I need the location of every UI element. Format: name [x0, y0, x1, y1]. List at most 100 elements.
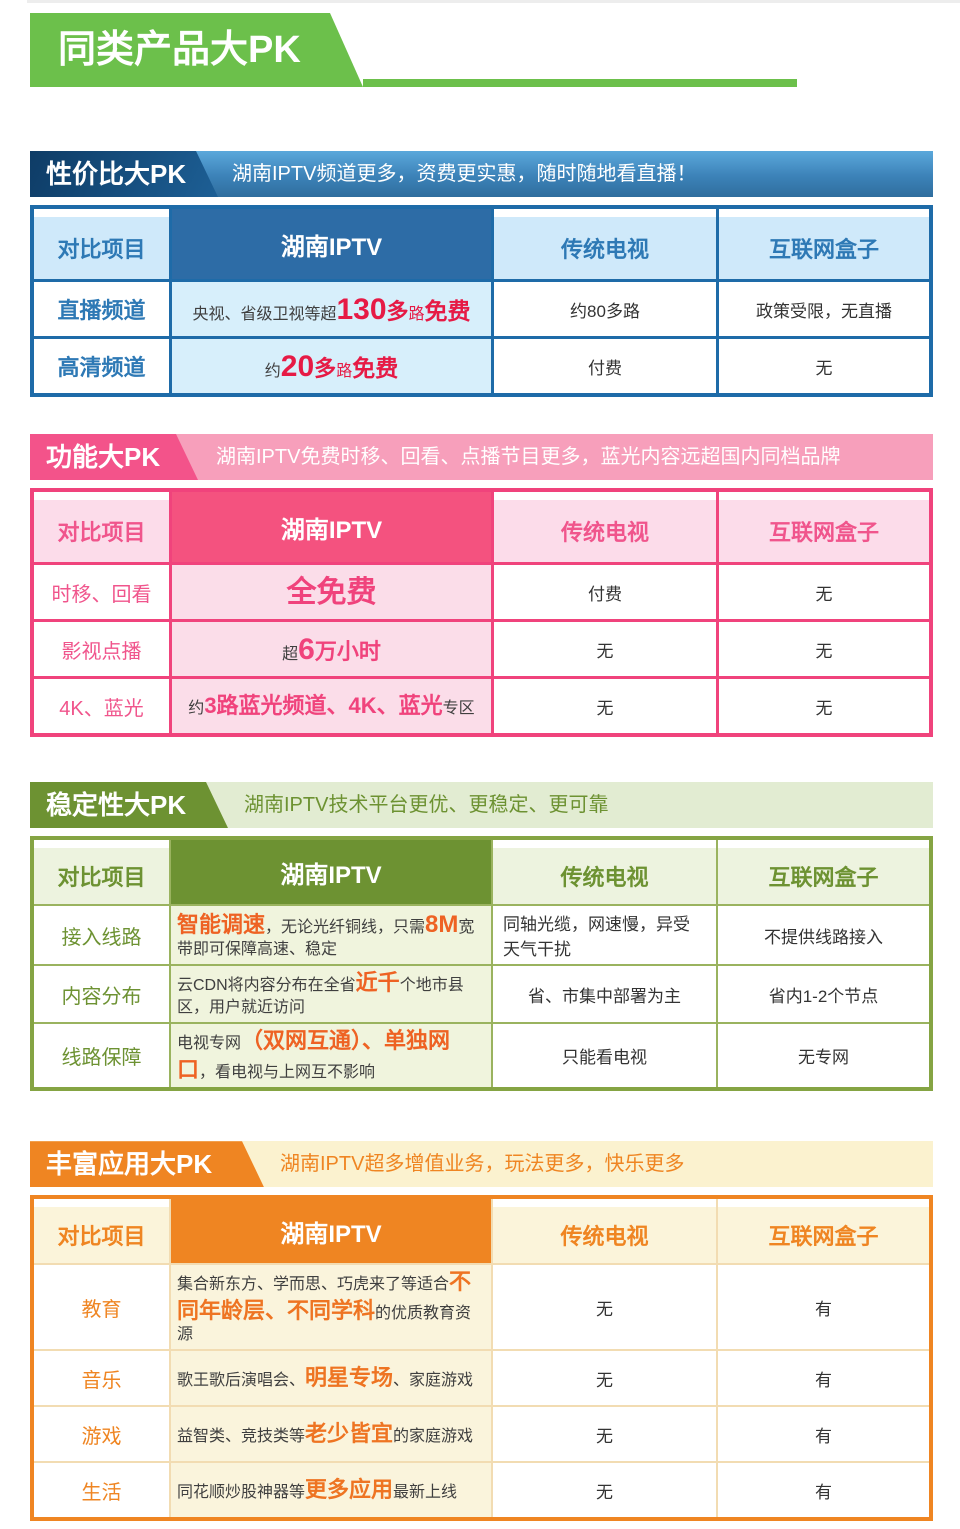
column-header-box: 互联网盒子: [716, 1199, 929, 1264]
table-row: 影视点播 超6万小时 无 无: [34, 619, 929, 676]
text-segment: 3路蓝光频道、4K、蓝光: [204, 692, 443, 718]
section-title-bar: 性价比大PK 湖南IPTV频道更多，资费更实惠，随时随地看直播！: [30, 151, 933, 197]
text-segment: 多: [386, 298, 409, 324]
table-header-row: 对比项目 湖南IPTV 传统电视 互联网盒子: [34, 492, 929, 562]
row-label: 高清频道: [57, 355, 146, 380]
text-segment: 不同年龄层、不同学科: [177, 1269, 472, 1323]
box-value-cell: 政策受限，无直播: [716, 282, 929, 336]
text-segment: 的家庭游戏: [393, 1427, 474, 1445]
text-segment: 路: [336, 362, 353, 380]
table-header-row: 对比项目 湖南IPTV 传统电视 互联网盒子: [34, 209, 929, 279]
text-segment: 约: [188, 699, 205, 717]
row-label: 接入线路: [61, 926, 142, 949]
text-segment: 免费: [352, 354, 399, 381]
table-header-row: 对比项目 湖南IPTV 传统电视 互联网盒子: [34, 1199, 929, 1264]
text-segment: 、家庭游戏: [393, 1371, 474, 1389]
section-subtitle: 湖南IPTV技术平台更优、更稳定、更可靠: [244, 794, 609, 816]
table-row: 音乐 歌王歌后演唱会、明星专场、家庭游戏 无 有: [34, 1349, 929, 1406]
tv-value-cell: 省、市集中部署为主: [491, 966, 716, 1022]
section-title-bar: 稳定性大PK 湖南IPTV技术平台更优、更稳定、更可靠: [30, 782, 933, 828]
table-row: 高清频道 约20多路免费 付费 无: [34, 336, 929, 393]
row-label: 内容分布: [61, 985, 142, 1008]
column-header-iptv: 湖南IPTV: [169, 492, 491, 562]
section-subtitle: 湖南IPTV频道更多，资费更实惠，随时随地看直播！: [232, 163, 697, 185]
box-value-cell: 无: [716, 339, 929, 393]
text-segment: 同花顺炒股神器等: [177, 1483, 306, 1501]
text-segment: 超: [282, 645, 299, 663]
text-segment: 云CDN将内容分布在全省: [177, 977, 356, 995]
row-label: 直播频道: [57, 298, 146, 323]
column-header-item: 对比项目: [34, 492, 169, 562]
row-label: 时移、回看: [51, 583, 152, 606]
text-segment: 全免费: [286, 575, 377, 609]
section-apps-pk: 丰富应用大PK 湖南IPTV超多增值业务，玩法更多，快乐更多 对比项目 湖南IP…: [0, 1141, 960, 1522]
text-segment: （双网互通）、单独网口: [177, 1028, 451, 1082]
column-header-box: 互联网盒子: [716, 209, 929, 279]
column-header-item: 对比项目: [34, 1199, 169, 1264]
banner-tail-stripe: [363, 79, 797, 87]
text-segment: 电视专网: [177, 1035, 242, 1052]
text-segment: 集合新东方、学而思、巧虎来了等适合: [177, 1276, 450, 1294]
box-value-cell: 无专网: [716, 1024, 929, 1088]
column-header-tv: 传统电视: [491, 492, 716, 562]
table-row: 生活 同花顺炒股神器等更多应用最新上线 无 有: [34, 1461, 929, 1518]
comparison-table-stability: 对比项目 湖南IPTV 传统电视 互联网盒子 接入线路 智能调速，无论光纤铜线，…: [30, 836, 933, 1092]
column-header-tv: 传统电视: [491, 840, 716, 904]
text-segment: 多: [314, 355, 337, 381]
column-header-iptv: 湖南IPTV: [169, 1199, 491, 1264]
box-value-cell: 有: [716, 1407, 929, 1462]
box-value-cell: 不提供线路接入: [716, 906, 929, 964]
text-segment: 路: [408, 305, 425, 323]
tv-value-cell: 无: [491, 1463, 716, 1518]
iptv-value-cell: 集合新东方、学而思、巧虎来了等适合不同年龄层、不同学科的优质教育资源: [169, 1265, 491, 1350]
text-segment: ，无论光纤铜线，只需: [265, 919, 426, 936]
comparison-table-apps: 对比项目 湖南IPTV 传统电视 互联网盒子 教育 集合新东方、学而思、巧虎来了…: [30, 1195, 933, 1522]
table-row: 教育 集合新东方、学而思、巧虎来了等适合不同年龄层、不同学科的优质教育资源 无 …: [34, 1263, 929, 1350]
text-segment: 万小时: [314, 638, 381, 664]
table-row: 游戏 益智类、竞技类等老少皆宜的家庭游戏 无 有: [34, 1405, 929, 1462]
text-segment: ，看电视与上网互不影响: [199, 1063, 376, 1081]
iptv-value-cell: 益智类、竞技类等老少皆宜的家庭游戏: [169, 1407, 491, 1462]
section-badge: 丰富应用大PK: [30, 1141, 264, 1187]
page-banner: 同类产品大PK: [30, 13, 930, 87]
text-segment: 老少皆宜: [305, 1420, 394, 1446]
box-value-cell: 有: [716, 1265, 929, 1350]
iptv-value-cell: 歌王歌后演唱会、明星专场、家庭游戏: [169, 1351, 491, 1406]
column-header-item: 对比项目: [34, 209, 169, 279]
column-header-box: 互联网盒子: [716, 492, 929, 562]
section-badge: 性价比大PK: [30, 151, 218, 197]
section-price-pk: 性价比大PK 湖南IPTV频道更多，资费更实惠，随时随地看直播！ 对比项目 湖南…: [0, 151, 960, 397]
box-value-cell: 无: [716, 622, 929, 676]
iptv-value-cell: 约20多路免费: [169, 339, 491, 393]
table-row: 时移、回看 全免费 付费 无: [34, 562, 929, 619]
tv-value-cell: 付费: [491, 339, 716, 393]
text-segment: 歌王歌后演唱会、: [177, 1371, 306, 1389]
table-row: 4K、蓝光 约3路蓝光频道、4K、蓝光专区 无 无: [34, 676, 929, 733]
text-segment: 8M: [425, 911, 459, 938]
text-segment: 宽带即可保障高速、稳定: [177, 919, 475, 959]
column-header-item: 对比项目: [34, 840, 169, 904]
text-segment: 更多应用: [305, 1476, 394, 1502]
section-function-pk: 功能大PK 湖南IPTV免费时移、回看、点播节目更多，蓝光内容远超国内同档品牌 …: [0, 434, 960, 737]
iptv-value-cell: 全免费: [169, 565, 491, 619]
box-value-cell: 无: [716, 565, 929, 619]
tv-value-cell: 无: [491, 1407, 716, 1462]
column-header-box: 互联网盒子: [716, 840, 929, 904]
table-row: 直播频道 央视、省级卫视等超130多路免费 约80多路 政策受限，无直播: [34, 279, 929, 336]
iptv-value-cell: 超6万小时: [169, 622, 491, 676]
section-title-bar: 功能大PK 湖南IPTV免费时移、回看、点播节目更多，蓝光内容远超国内同档品牌: [30, 434, 933, 480]
text-segment: 专区: [442, 699, 475, 717]
iptv-value-cell: 电视专网（双网互通）、单独网口，看电视与上网互不影响: [169, 1024, 491, 1088]
section-title-bar: 丰富应用大PK 湖南IPTV超多增值业务，玩法更多，快乐更多: [30, 1141, 933, 1188]
text-segment: 20: [280, 349, 315, 383]
text-segment: 近千: [355, 970, 400, 996]
text-segment: 最新上线: [393, 1483, 458, 1501]
text-segment: 6: [298, 632, 315, 666]
text-segment: 130: [336, 292, 387, 326]
text-segment: 央视、省级卫视等超: [192, 305, 337, 323]
row-label: 4K、蓝光: [59, 697, 144, 720]
table-row: 接入线路 智能调速，无论光纤铜线，只需8M宽带即可保障高速、稳定 同轴光缆，网速…: [34, 904, 929, 964]
table-row: 内容分布 云CDN将内容分布在全省近千个地市县区，用户就近访问 省、市集中部署为…: [34, 964, 929, 1022]
tv-value-cell: 无: [491, 1265, 716, 1350]
text-segment: 明星专场: [305, 1364, 394, 1390]
